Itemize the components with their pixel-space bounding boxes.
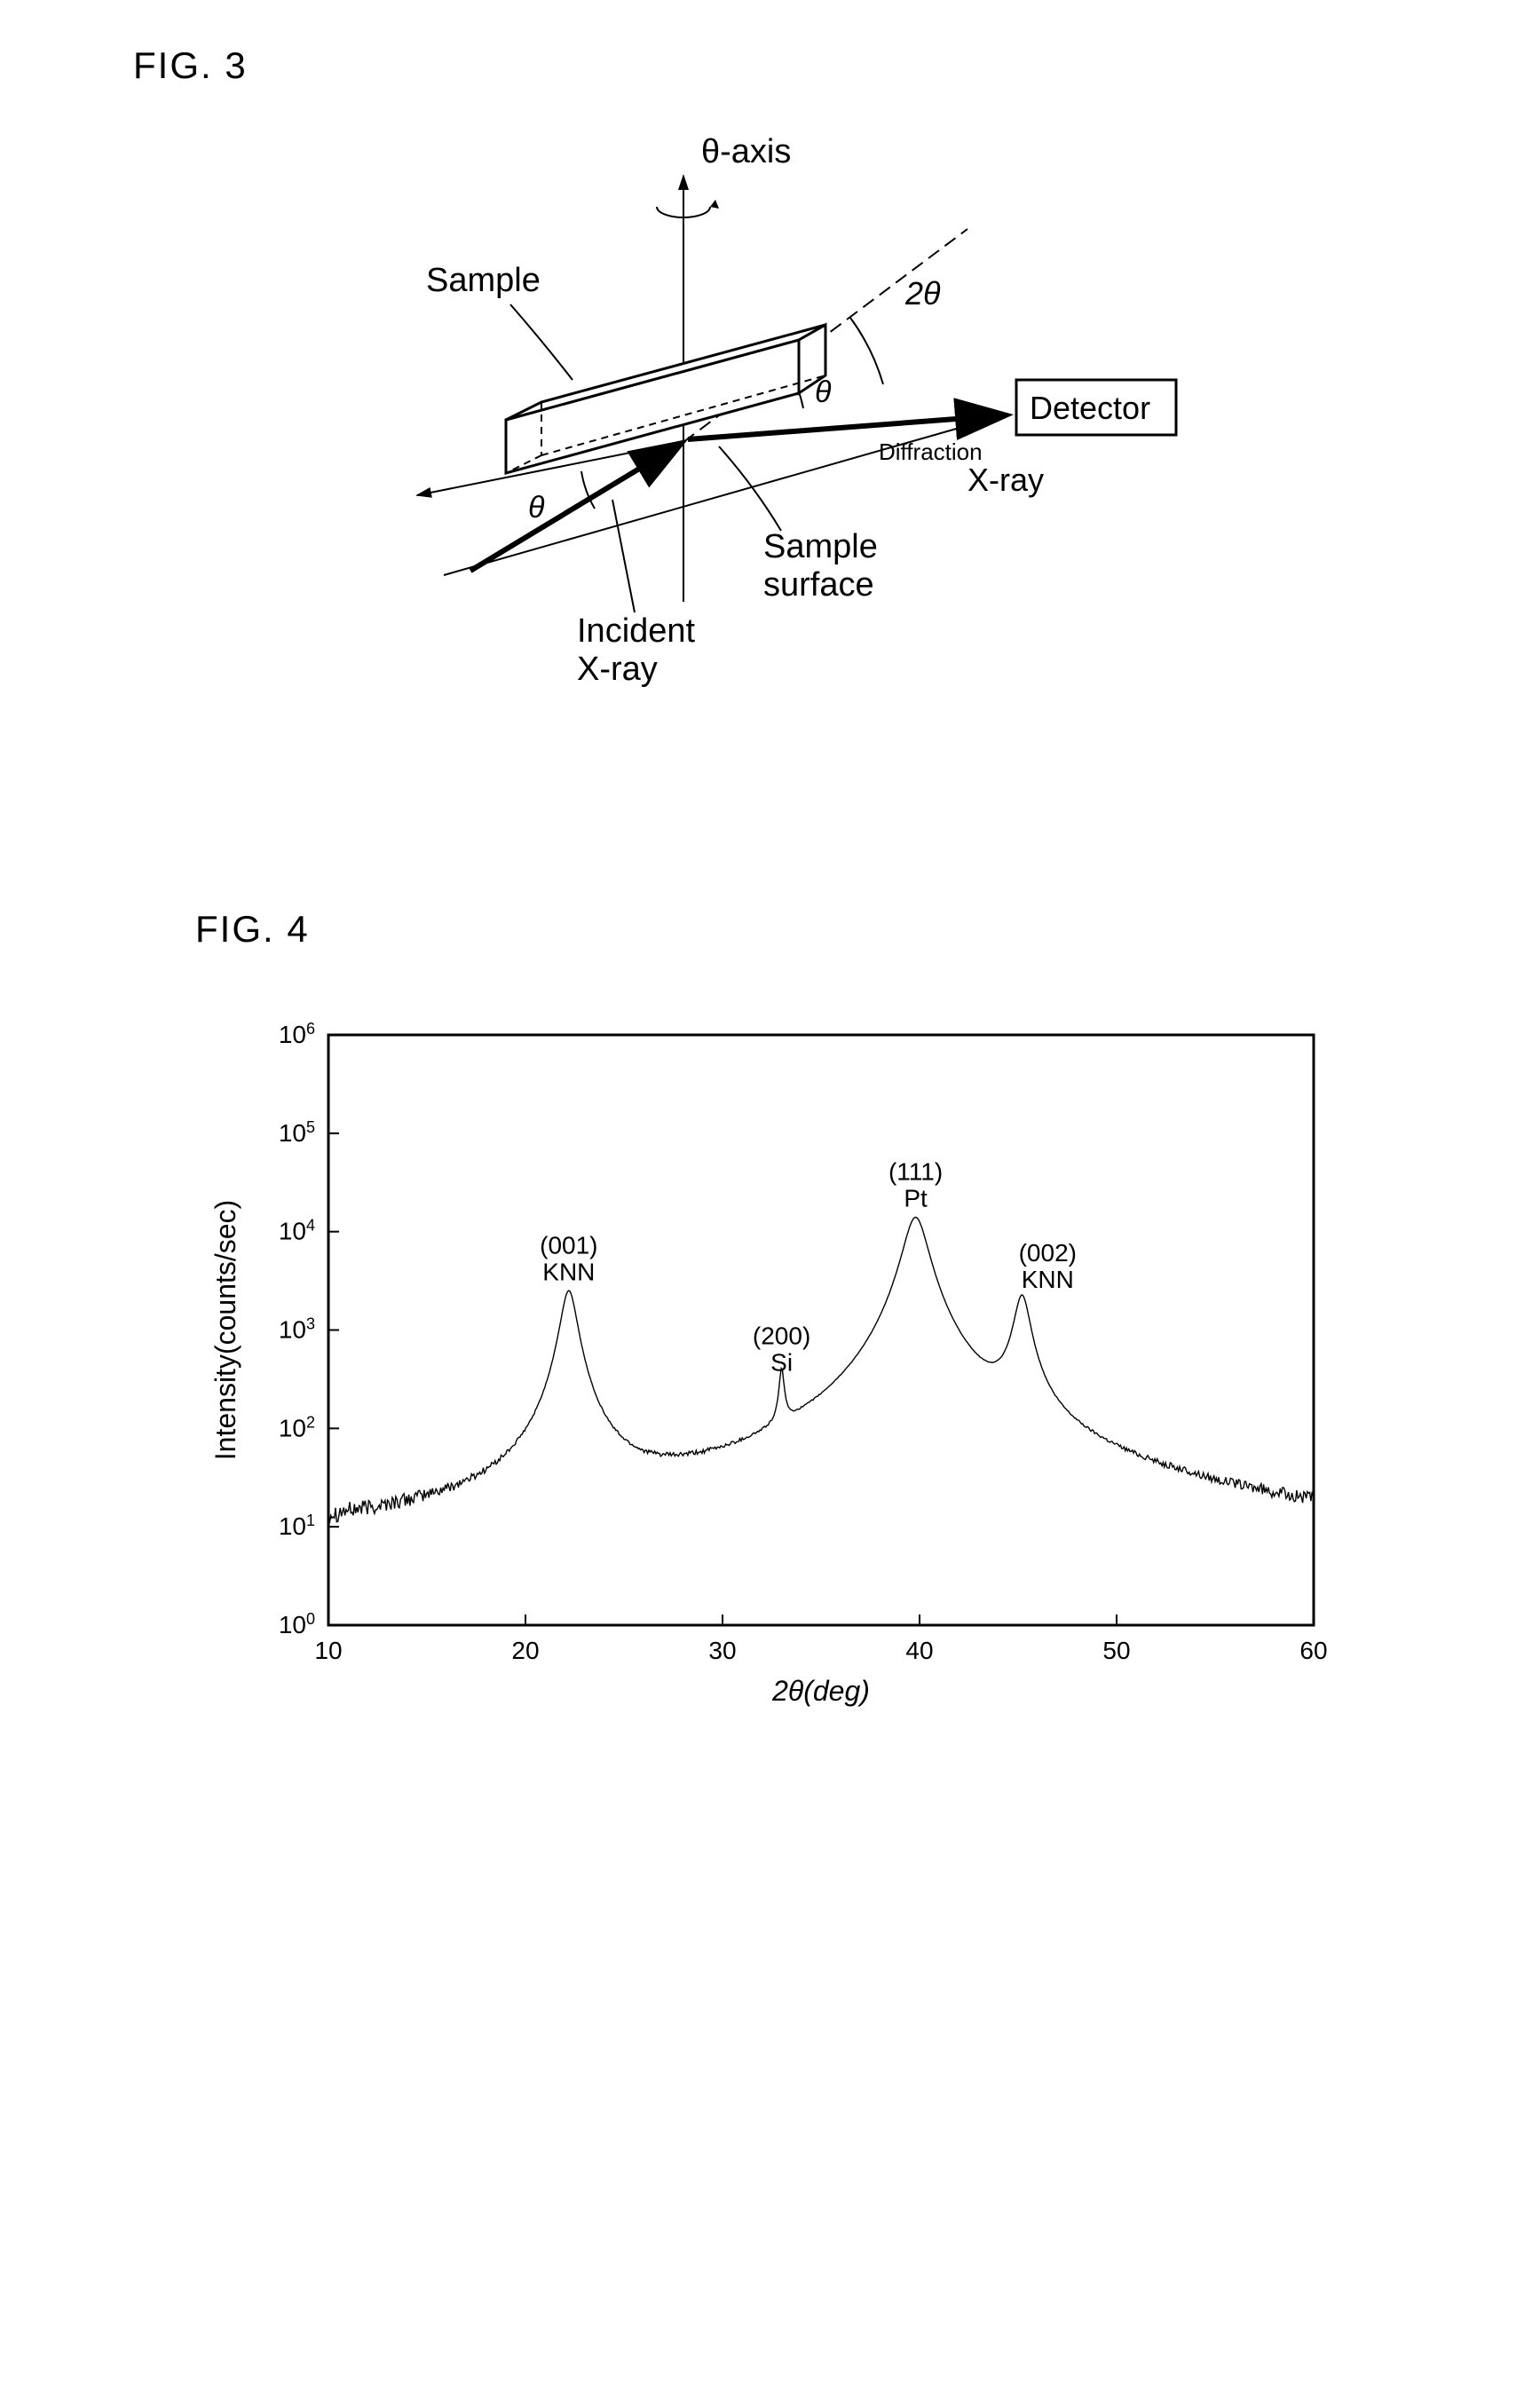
diffraction-xray-arrow xyxy=(688,415,1003,439)
xtick-label: 30 xyxy=(708,1637,736,1664)
ytick-label: 100 xyxy=(279,1610,315,1638)
xtick-label: 50 xyxy=(1102,1637,1130,1664)
xtick-label: 10 xyxy=(314,1637,342,1664)
ytick-label: 101 xyxy=(279,1512,315,1540)
peak-phase-label: KNN xyxy=(1022,1266,1074,1293)
sample-label: Sample xyxy=(426,262,541,299)
peak-phase-label: Si xyxy=(770,1348,793,1376)
two-theta-arc xyxy=(850,318,883,384)
peak-phase-label: KNN xyxy=(542,1258,595,1285)
ytick-label: 102 xyxy=(279,1413,315,1441)
sample-surface-label-2: surface xyxy=(763,566,874,604)
ylabel: Intensity(counts/sec) xyxy=(209,1200,241,1460)
two-theta-label: 2θ xyxy=(904,275,941,312)
peak-phase-label: Pt xyxy=(904,1184,928,1212)
xtick-label: 60 xyxy=(1299,1637,1327,1664)
peak-hkl-label: (002) xyxy=(1019,1239,1077,1267)
fig3-label: FIG. 3 xyxy=(133,44,1522,87)
incident-xray-label-1: Incident xyxy=(577,612,696,650)
fig3-diagram: θ-axis 2θ θ θ xyxy=(328,105,1522,748)
theta-label-left: θ xyxy=(528,491,545,525)
ytick-label: 105 xyxy=(279,1118,315,1147)
sample-surface-leader xyxy=(719,446,781,531)
peak-hkl-label: (111) xyxy=(888,1157,943,1185)
xlabel: 2θ(deg) xyxy=(771,1675,870,1707)
diffraction-label-2: X-ray xyxy=(967,462,1044,498)
incident-xray-label-2: X-ray xyxy=(577,651,658,688)
peak-hkl-label: (200) xyxy=(753,1322,810,1349)
xtick-label: 40 xyxy=(905,1637,933,1664)
ytick-label: 106 xyxy=(279,1020,315,1048)
ytick-label: 104 xyxy=(279,1217,315,1245)
ytick-label: 103 xyxy=(279,1315,315,1344)
rotation-arc-arrow xyxy=(710,200,719,209)
detector-label: Detector xyxy=(1030,390,1150,426)
theta-axis-label: θ-axis xyxy=(701,133,791,170)
xtick-label: 20 xyxy=(511,1637,539,1664)
sample-leader xyxy=(510,304,573,380)
peak-hkl-label: (001) xyxy=(540,1231,597,1259)
plot-area xyxy=(328,1035,1314,1625)
fig4-chart: 10 20 30 40 50 60 2θ(deg) 100 101 102 103 104 105 106… xyxy=(195,1004,1522,1718)
incident-leader xyxy=(612,500,635,612)
sample-surface-label-1: Sample xyxy=(763,528,878,565)
fig4-label: FIG. 4 xyxy=(195,908,1522,951)
